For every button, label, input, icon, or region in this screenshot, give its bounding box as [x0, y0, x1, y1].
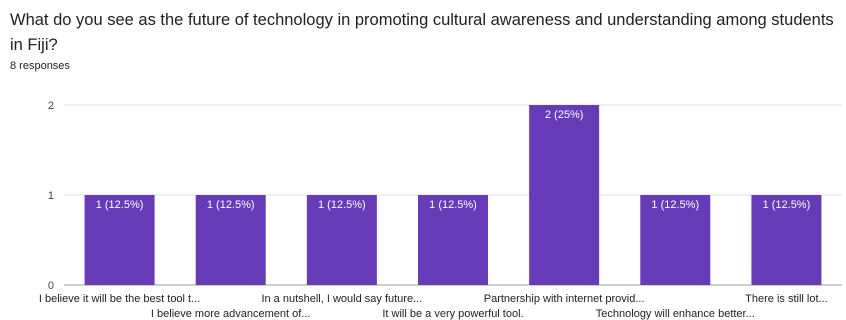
bar[interactable] [751, 195, 822, 285]
question-title: What do you see as the future of technol… [10, 11, 834, 54]
data-label: 1 (12.5%) [651, 199, 699, 211]
data-label: 1 (12.5%) [318, 199, 366, 211]
bar[interactable] [640, 195, 711, 285]
bars [84, 105, 822, 285]
bar[interactable] [529, 105, 600, 285]
x-axis-labels: I believe it will be the best tool t... I… [39, 293, 828, 320]
y-tick-label: 2 [48, 100, 54, 112]
y-tick-label: 0 [48, 280, 54, 292]
data-label: 1 (12.5%) [207, 199, 255, 211]
data-label: 1 (12.5%) [429, 199, 477, 211]
x-tick-label: There is still lot... [745, 293, 828, 305]
x-tick-label: I believe it will be the best tool t... [39, 293, 200, 305]
data-label: 1 (12.5%) [96, 199, 144, 211]
data-labels: 1 (12.5%) 1 (12.5%) 1 (12.5%) 1 (12.5%) 2 (2… [96, 109, 811, 211]
data-label: 1 (12.5%) [763, 199, 811, 211]
y-axis-ticks: 0 1 2 [48, 100, 54, 292]
bar[interactable] [418, 195, 488, 285]
y-tick-label: 1 [48, 190, 54, 202]
x-tick-label: Technology will enhance better... [596, 308, 755, 320]
x-tick-label: In a nutshell, I would say future... [261, 293, 422, 305]
x-tick-label: It will be a very powerful tool. [382, 308, 523, 320]
response-count: 8 responses [10, 60, 70, 72]
data-label: 2 (25%) [545, 109, 584, 121]
bar[interactable] [306, 195, 377, 285]
x-tick-label: I believe more advancement of... [151, 308, 311, 320]
bar[interactable] [84, 195, 155, 285]
bar[interactable] [195, 195, 266, 285]
x-tick-label: Partnership with internet provid... [484, 293, 645, 305]
